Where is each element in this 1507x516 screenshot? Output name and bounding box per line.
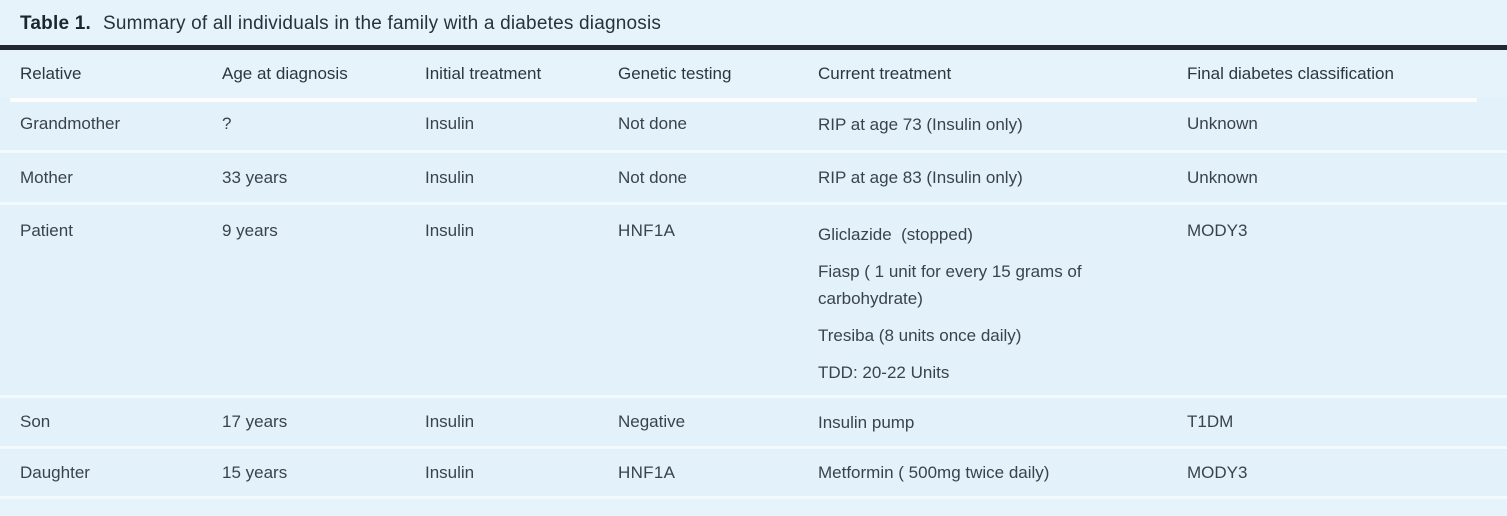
current-treatment-line: RIP at age 73 (Insulin only): [818, 114, 1023, 134]
column-header-current-treatment: Current treatment: [818, 64, 952, 83]
current-treatment-line: Tresiba (8 units once daily): [818, 326, 1022, 345]
cell-current-treatment: RIP at age 83 (Insulin only): [818, 164, 1187, 191]
cell-genetic-testing: HNF1A: [618, 462, 676, 482]
table-caption: Summary of all individuals in the family…: [102, 13, 662, 34]
table-row-grandmother: Grandmother ? Insulin Not done RIP at ag…: [0, 98, 1507, 150]
table-row-patient: Patient 9 years Insulin HNF1A Gliclazide…: [0, 202, 1507, 395]
cell-genetic-testing: Not done: [618, 114, 687, 133]
table-row-son: Son 17 years Insulin Negative Insulin pu…: [0, 395, 1507, 446]
cell-final-classification: MODY3: [1187, 221, 1248, 240]
cell-relative: Grandmother: [20, 114, 121, 133]
cell-age-at-diagnosis: 33 years: [222, 167, 288, 187]
column-header-age-at-diagnosis: Age at diagnosis: [222, 64, 348, 83]
cell-current-treatment: Insulin pump: [818, 409, 1187, 436]
column-header-genetic-testing: Genetic testing: [618, 64, 732, 83]
current-treatment-line: RIP at age 83 (Insulin only): [818, 168, 1023, 187]
column-header-initial-treatment: Initial treatment: [425, 64, 542, 83]
cell-initial-treatment: Insulin: [425, 167, 475, 187]
cell-initial-treatment: Insulin: [425, 114, 475, 133]
current-treatment-line: Gliclazide (stopped): [818, 225, 973, 244]
cell-final-classification: Unknown: [1187, 114, 1258, 133]
current-treatment-line: TDD: 20-22 Units: [818, 363, 950, 382]
cell-final-classification: MODY3: [1187, 462, 1248, 482]
cell-initial-treatment: Insulin: [425, 412, 475, 431]
cell-genetic-testing: Not done: [618, 167, 687, 187]
cell-age-at-diagnosis: ?: [222, 114, 232, 133]
cell-genetic-testing: HNF1A: [618, 221, 676, 240]
current-treatment-line: Metformin ( 500mg twice daily): [818, 463, 1050, 482]
cell-genetic-testing: Negative: [618, 412, 686, 431]
cell-relative: Son: [20, 412, 51, 431]
cell-relative: Mother: [20, 167, 73, 187]
bottom-margin-strip: [0, 499, 1507, 513]
cell-age-at-diagnosis: 9 years: [222, 221, 278, 240]
title-divider: [0, 45, 1507, 50]
cell-current-treatment: RIP at age 73 (Insulin only): [818, 111, 1187, 138]
table-number-label: Table 1.: [20, 13, 91, 34]
cell-final-classification: T1DM: [1187, 412, 1234, 431]
cell-age-at-diagnosis: 15 years: [222, 462, 288, 482]
cell-initial-treatment: Insulin: [425, 221, 475, 240]
header-underline: [10, 98, 1477, 102]
table-row-mother: Mother 33 years Insulin Not done RIP at …: [0, 150, 1507, 202]
cell-relative: Patient: [20, 221, 73, 240]
cell-current-treatment: Gliclazide (stopped) Fiasp ( 1 unit for …: [818, 221, 1187, 396]
table-row-daughter: Daughter 15 years Insulin HNF1A Metformi…: [0, 446, 1507, 499]
table-title: Table 1. Summary of all individuals in th…: [0, 0, 1507, 45]
current-treatment-line: Fiasp ( 1 unit for every 15 grams of car…: [818, 262, 1087, 308]
column-header-relative: Relative: [20, 64, 82, 83]
cell-initial-treatment: Insulin: [425, 462, 475, 482]
cell-final-classification: Unknown: [1187, 167, 1258, 187]
table-header-row: Relative Age at diagnosis Initial treatm…: [0, 50, 1507, 98]
cell-age-at-diagnosis: 17 years: [222, 412, 288, 431]
column-header-final-diabetes-classification: Final diabetes classification: [1187, 64, 1394, 83]
current-treatment-line: Insulin pump: [818, 412, 915, 432]
cell-current-treatment: Metformin ( 500mg twice daily): [818, 459, 1187, 486]
cell-relative: Daughter: [20, 462, 90, 482]
